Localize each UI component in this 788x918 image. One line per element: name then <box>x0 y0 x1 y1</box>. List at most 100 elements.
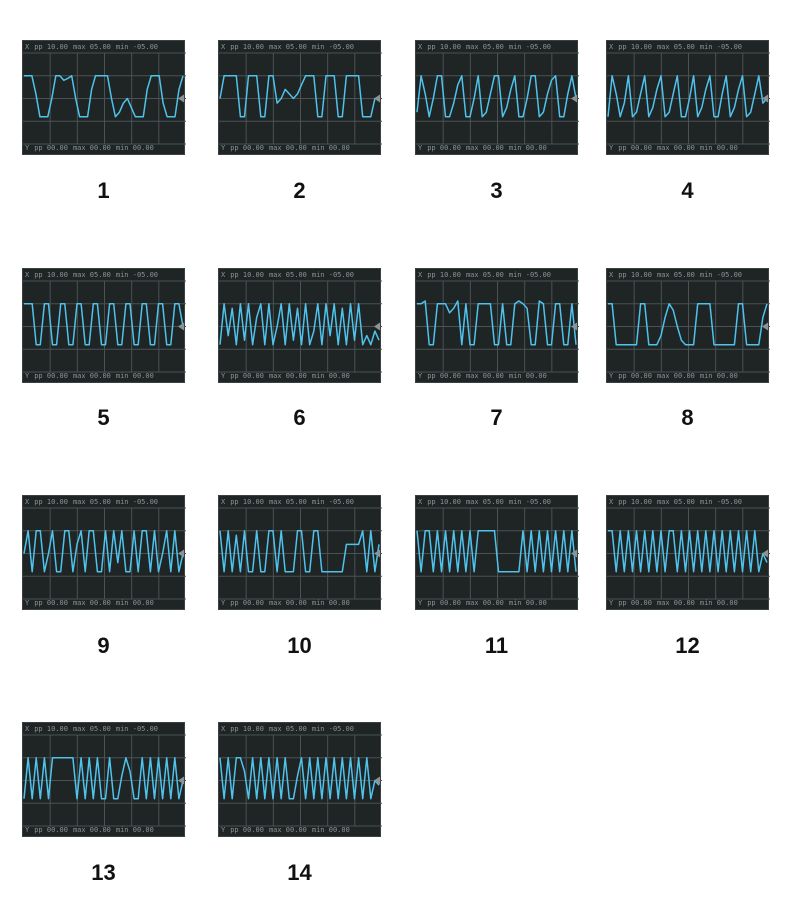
trigger-marker-icon <box>374 776 380 785</box>
readout-item: max 00.00 <box>268 599 307 607</box>
readout-item: X <box>418 498 423 506</box>
readout-item: max 00.00 <box>656 599 695 607</box>
waveform-trace <box>607 75 768 118</box>
readout-item: pp 00.00 <box>34 599 68 607</box>
readout-item: pp 00.00 <box>427 144 461 152</box>
readout-item: min 00.00 <box>508 599 547 607</box>
panel-number: 6 <box>293 405 306 430</box>
readout-item: pp 00.00 <box>230 144 264 152</box>
waveform-plot <box>607 52 770 145</box>
readout-item: pp 00.00 <box>230 372 264 380</box>
panel-number: 13 <box>91 860 116 885</box>
readout-item: max 05.00 <box>656 271 695 279</box>
waveform-trace <box>24 303 184 346</box>
trigger-marker-icon <box>374 322 380 331</box>
readout-item: pp 10.00 <box>230 43 264 51</box>
readout-item: max 05.00 <box>465 271 504 279</box>
readout-item: min -05.00 <box>699 498 743 506</box>
readout-item: min -05.00 <box>699 271 743 279</box>
waveform-plot <box>416 507 579 600</box>
readout-item: pp 10.00 <box>230 725 264 733</box>
readout-item: pp 00.00 <box>427 372 461 380</box>
waveform-plot <box>607 280 770 373</box>
panel-number: 10 <box>287 633 312 658</box>
readout-item: min 00.00 <box>311 144 350 152</box>
waveform-plot <box>219 52 382 145</box>
readout-item: max 05.00 <box>268 271 307 279</box>
readout-item: min 00.00 <box>115 372 154 380</box>
readout-item: max 05.00 <box>656 43 695 51</box>
readout-item: X <box>418 43 423 51</box>
readout-item: pp 00.00 <box>230 826 264 834</box>
readout-item: min 00.00 <box>115 599 154 607</box>
readout-item: max 05.00 <box>656 498 695 506</box>
waveform-trace <box>219 530 380 573</box>
readout-item: min 00.00 <box>699 599 738 607</box>
readout-item: X <box>221 43 226 51</box>
trigger-marker-icon <box>762 94 768 103</box>
readout-item: pp 00.00 <box>427 599 461 607</box>
readout-item: min -05.00 <box>699 43 743 51</box>
waveform-trace <box>23 530 184 573</box>
readout-item: Y <box>25 372 30 380</box>
readout-item: pp 00.00 <box>618 372 652 380</box>
readout-item: X <box>25 43 30 51</box>
readout-item: min -05.00 <box>115 725 159 733</box>
readout-item: max 05.00 <box>72 271 111 279</box>
readout-item: max 00.00 <box>465 144 504 152</box>
readout-item: min -05.00 <box>508 498 552 506</box>
trigger-marker-icon <box>762 322 768 331</box>
panel-number: 4 <box>681 178 694 203</box>
readout-item: max 00.00 <box>656 144 695 152</box>
waveform-plot <box>23 52 186 145</box>
readout-item: min 00.00 <box>699 144 738 152</box>
readout-item: Y <box>609 599 614 607</box>
readout-item: min -05.00 <box>311 498 355 506</box>
waveform-trace <box>219 757 380 800</box>
readout-item: pp 00.00 <box>34 144 68 152</box>
readout-item: max 05.00 <box>72 725 111 733</box>
readout-item: max 05.00 <box>465 43 504 51</box>
panel-number: 9 <box>97 633 110 658</box>
readout-item: max 00.00 <box>72 826 111 834</box>
readout-item: pp 10.00 <box>618 498 652 506</box>
waveform-trace <box>24 75 184 118</box>
readout-item: max 00.00 <box>268 826 307 834</box>
readout-item: min -05.00 <box>311 271 355 279</box>
readout-item: min 00.00 <box>311 372 350 380</box>
readout-item: pp 00.00 <box>618 599 652 607</box>
panel-number: 3 <box>490 178 503 203</box>
readout-item: max 00.00 <box>268 144 307 152</box>
waveform-plot <box>607 507 770 600</box>
readout-item: Y <box>221 826 226 834</box>
panel-number: 14 <box>287 860 312 885</box>
waveform-trace <box>608 303 768 346</box>
readout-item: max 05.00 <box>268 498 307 506</box>
readout-item: pp 10.00 <box>230 271 264 279</box>
